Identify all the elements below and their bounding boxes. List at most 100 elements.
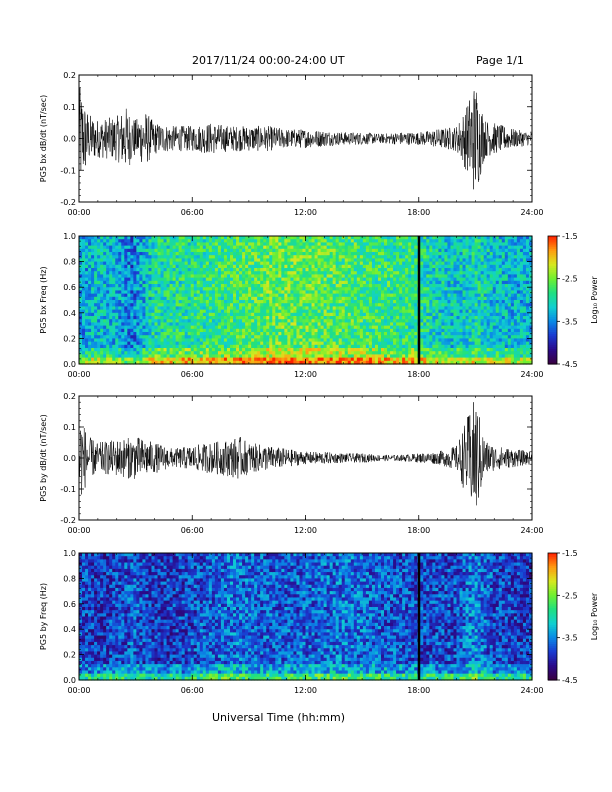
spectrogram-cell [142,348,147,352]
spectrogram-cell [248,354,252,359]
spectrogram-cell [429,303,433,307]
spectrogram-cell [166,300,171,304]
spectrogram-cell [408,354,412,359]
spectrogram-cell [112,344,116,349]
spectrogram-cell [399,284,403,288]
spectrogram-cell [311,316,316,320]
spectrogram-cell [335,338,340,343]
spectrogram-cell [139,284,144,288]
spectrogram-cell [115,284,119,288]
spectrogram-cell [112,300,116,304]
spectrogram-cell [281,319,285,323]
spectrogram-cell [166,357,171,362]
spectrogram-cell [184,309,189,314]
spectrogram-cell [245,236,249,240]
spectrogram-cell [329,255,334,259]
spectrogram-cell [184,341,189,346]
spectrogram-cell [435,236,439,240]
spectrogram-cell [381,309,385,314]
spectrogram-cell [166,245,171,250]
spectrogram-cell [272,274,276,279]
spectrogram-cell [275,328,279,333]
spectrogram-cell [296,335,301,339]
spectrogram-cell [305,242,310,247]
spectrogram-cell [432,357,436,362]
spectrogram-cell [124,277,128,282]
spectrogram-cell [365,332,370,336]
spectrogram-cell [390,277,394,282]
spectrogram-cell [371,335,376,339]
spectrogram-cell [438,357,442,362]
spectrogram-cell [432,255,436,259]
spectrogram-cell [308,319,313,323]
spectrogram-cell [320,280,325,285]
spectrogram-cell [320,341,325,346]
spectrogram-cell [85,277,89,282]
spectrogram-cell [245,252,249,256]
spectrogram-cell [314,248,319,253]
spectrogram-cell [320,252,325,256]
spectrogram-cell [302,341,307,346]
spectrogram-cell [106,325,110,330]
spectrogram-cell [390,325,394,330]
spectrogram-cell [88,306,92,311]
spectrogram-cell [441,236,446,240]
spectrogram-cell [163,338,168,343]
spectrogram-cell [220,239,225,243]
spectrogram-cell [263,261,267,266]
spectrogram-cell [133,316,137,320]
spectrogram-cell [193,300,198,304]
spectrogram-cell [151,296,156,301]
spectrogram-cell [248,277,252,282]
spectrogram-cell [251,335,255,339]
spectrogram-cell [148,236,153,240]
spectrogram-cell [142,300,147,304]
spectrogram-cell [257,296,261,301]
spectrogram-cell [199,287,204,291]
spectrogram-cell [311,312,316,317]
spectrogram-cell [314,261,319,266]
spectrogram-cell [362,284,367,288]
spectrogram-cell [233,274,237,279]
spectrogram-cell [151,348,156,352]
spectrogram-cell [420,274,424,279]
spectrogram-cell [441,341,446,346]
spectrogram-cell [402,255,406,259]
spectrogram-cell [248,248,252,253]
spectrogram-cell [109,335,113,339]
spectrogram-cell [359,252,364,256]
spectrogram-cell [157,296,162,301]
spectrogram-cell [296,277,301,282]
spectrogram-cell [290,300,295,304]
spectrogram-cell [338,306,343,311]
spectrogram-cell [94,300,98,304]
spectrogram-cell [384,271,388,275]
spectrogram-cell [405,338,409,343]
spectrogram-cell [260,348,264,352]
spectrogram-cell [242,344,246,349]
spectrogram-cell [393,252,397,256]
spectrogram-cell [399,309,403,314]
spectrogram-cell [139,274,144,279]
spectrogram-cell [408,255,412,259]
spectrogram-cell [423,344,427,349]
spectrogram-cell [338,261,343,266]
spectrogram-cell [154,296,159,301]
spectrogram-cell [242,328,246,333]
spectrogram-cell [305,360,310,365]
spectrogram-cell [387,316,391,320]
spectrogram-cell [196,357,201,362]
spectrogram-cell [347,274,352,279]
spectrogram-cell [396,264,400,269]
spectrogram-cell [199,300,204,304]
spectrogram-cell [226,287,231,291]
spectrogram-cell [136,258,140,263]
spectrogram-cell [97,264,101,269]
spectrogram-cell [341,348,346,352]
spectrogram-cell [91,277,95,282]
spectrogram-cell [236,258,240,263]
spectrogram-cell [223,293,228,298]
spectrogram-cell [438,306,442,311]
spectrogram-cell [94,344,98,349]
spectrogram-cell [444,312,449,317]
